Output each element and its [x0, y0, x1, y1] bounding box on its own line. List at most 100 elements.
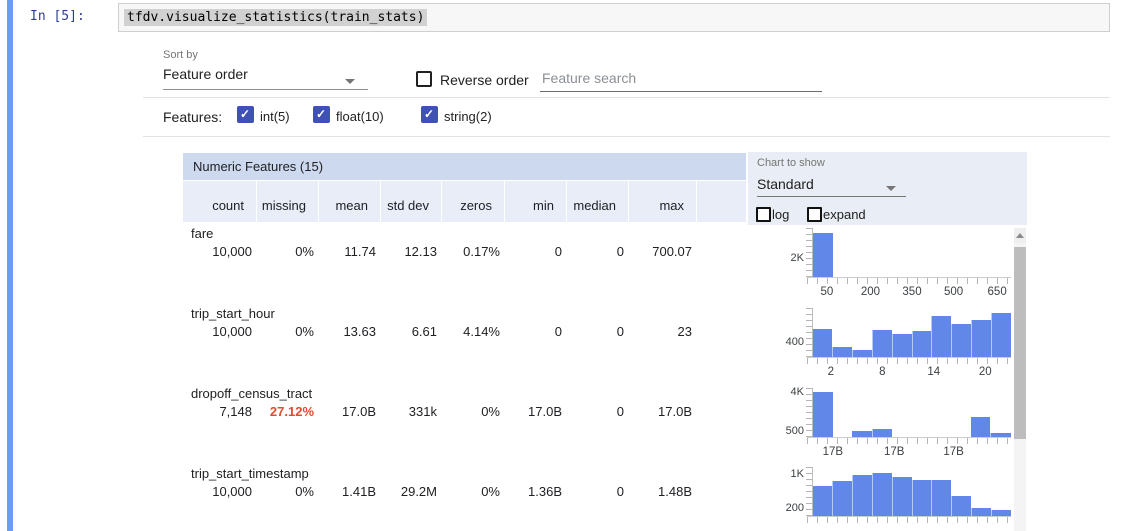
stat-missing: 0%	[295, 484, 314, 499]
chevron-down-icon[interactable]	[886, 186, 896, 191]
histogram-y-axis-labels: 4K 500	[785, 386, 804, 438]
filter-int-label: int(5)	[260, 109, 290, 124]
feature-row-dropoff-census-tract: dropoff_census_tract 7,148 27.12% 17.0B …	[183, 383, 746, 463]
chart-select-underline	[757, 196, 906, 197]
stat-max: 700.07	[652, 244, 692, 259]
stat-missing: 0%	[295, 244, 314, 259]
features-label: Features:	[163, 109, 223, 125]
header-missing: missing	[256, 181, 318, 222]
header-min: min	[504, 181, 566, 222]
header-zeros: zeros	[441, 181, 504, 222]
stat-median: 0	[616, 484, 624, 499]
stat-median: 0	[616, 324, 624, 339]
histogram-x-axis	[807, 437, 1011, 444]
header-count: count	[212, 198, 244, 213]
reverse-order-label: Reverse order	[440, 72, 529, 88]
stat-std-dev: 6.61	[411, 324, 437, 339]
stat-zeros: 0%	[481, 484, 500, 499]
filter-float-checkbox[interactable]	[313, 106, 330, 123]
chevron-down-icon[interactable]	[345, 79, 355, 84]
divider	[143, 97, 1110, 98]
filter-string-label: string(2)	[444, 109, 492, 124]
sort-by-label: Sort by	[163, 49, 198, 61]
stat-max: 17.0B	[658, 404, 692, 419]
code-cell[interactable]: tfdv.visualize_statistics(train_stats)	[118, 3, 1110, 32]
stat-max: 23	[677, 324, 692, 339]
histogram-x-axis-labels	[813, 525, 1011, 531]
stat-min: 0	[554, 244, 562, 259]
triangle-up-icon	[1016, 233, 1024, 238]
header-std-dev: std dev	[380, 181, 441, 222]
stat-zeros: 0.17%	[463, 244, 500, 259]
stat-missing: 27.12%	[269, 404, 314, 419]
header-mean: mean	[318, 181, 380, 222]
filter-int-checkbox[interactable]	[237, 106, 254, 123]
scrollbar-thumb[interactable]	[1014, 247, 1026, 439]
histogram-y-axis-labels: 400	[785, 336, 804, 349]
header-max: max	[628, 181, 696, 222]
table-header-row: count missing mean std dev zeros min med…	[183, 181, 746, 222]
histogram-y-axis-labels: 1K 200	[785, 468, 804, 514]
histogram-bars	[813, 388, 1011, 437]
sort-by-select[interactable]: Feature order	[163, 66, 248, 82]
stat-max: 1.48B	[658, 484, 692, 499]
expand-label: expand	[823, 207, 866, 222]
feature-name: fare	[191, 226, 214, 241]
sort-by-underline	[163, 89, 368, 90]
feature-row-fare: fare 10,000 0% 11.74 12.13 0.17% 0 0 700…	[183, 223, 746, 303]
cell-selection-bar[interactable]	[7, 0, 13, 531]
stat-count: 10,000	[212, 484, 252, 499]
reverse-order-checkbox[interactable]	[416, 71, 432, 87]
histogram-y-axis	[806, 228, 813, 277]
expand-checkbox[interactable]	[807, 207, 822, 222]
code-text[interactable]: tfdv.visualize_statistics(train_stats)	[124, 9, 428, 26]
histogram-x-axis	[807, 516, 1011, 523]
histogram-x-axis	[807, 277, 1011, 284]
feature-row-trip-start-hour: trip_start_hour 10,000 0% 13.63 6.61 4.1…	[183, 303, 746, 383]
stat-zeros: 4.14%	[463, 324, 500, 339]
stat-min: 17.0B	[528, 404, 562, 419]
filter-float-label: float(10)	[336, 109, 384, 124]
histogram-y-axis	[806, 308, 813, 357]
stat-mean: 17.0B	[342, 404, 376, 419]
stat-std-dev: 12.13	[404, 244, 437, 259]
stat-min: 1.36B	[528, 484, 562, 499]
cell-prompt: In [5]:	[30, 9, 85, 24]
histogram-bars	[813, 228, 1011, 277]
histogram-trip-start-timestamp: 1K 200	[770, 467, 1014, 531]
stat-count: 10,000	[212, 324, 252, 339]
stat-std-dev: 331k	[408, 404, 437, 419]
feature-name: trip_start_timestamp	[191, 466, 309, 481]
histogram-bars	[813, 467, 1012, 516]
divider	[143, 136, 1110, 137]
histogram-x-axis-labels: 17B 17B 17B	[822, 446, 964, 458]
stat-min: 0	[554, 324, 562, 339]
feature-name: dropoff_census_tract	[191, 386, 313, 401]
stat-count: 7,148	[219, 404, 252, 419]
stat-median: 0	[616, 404, 624, 419]
chart-to-show-select[interactable]: Standard	[757, 176, 814, 192]
feature-search-input[interactable]: Feature search	[542, 70, 637, 86]
stat-zeros: 0%	[481, 404, 500, 419]
header-cell-empty	[696, 181, 746, 222]
feature-stats: 10,000 0% 1.41B 29.2M 0% 1.36B 0 1.48B	[183, 484, 746, 499]
histogram-trip-start-hour: 400 2 8 14 20	[770, 308, 1014, 384]
stat-median: 0	[616, 244, 624, 259]
stat-mean: 13.63	[343, 324, 376, 339]
histogram-dropoff-census-tract: 4K 500 17B 17B 17B	[770, 386, 1014, 464]
scrollbar-up-button[interactable]	[1014, 228, 1026, 243]
histogram-x-axis	[807, 357, 1011, 364]
feature-stats: 7,148 27.12% 17.0B 331k 0% 17.0B 0 17.0B	[183, 404, 746, 419]
histogram-y-axis	[806, 388, 813, 437]
header-median: median	[566, 181, 628, 222]
stat-missing: 0%	[295, 324, 314, 339]
filter-string-checkbox[interactable]	[421, 106, 438, 123]
histogram-x-axis-labels: 2 8 14 20	[827, 366, 992, 378]
table-title: Numeric Features (15)	[183, 153, 746, 180]
feature-row-trip-start-timestamp: trip_start_timestamp 10,000 0% 1.41B 29.…	[183, 463, 746, 531]
feature-name: trip_start_hour	[191, 306, 275, 321]
log-checkbox[interactable]	[756, 207, 771, 222]
histogram-bars	[813, 308, 1012, 357]
stat-mean: 1.41B	[342, 484, 376, 499]
feature-stats: 10,000 0% 11.74 12.13 0.17% 0 0 700.07	[183, 244, 746, 259]
